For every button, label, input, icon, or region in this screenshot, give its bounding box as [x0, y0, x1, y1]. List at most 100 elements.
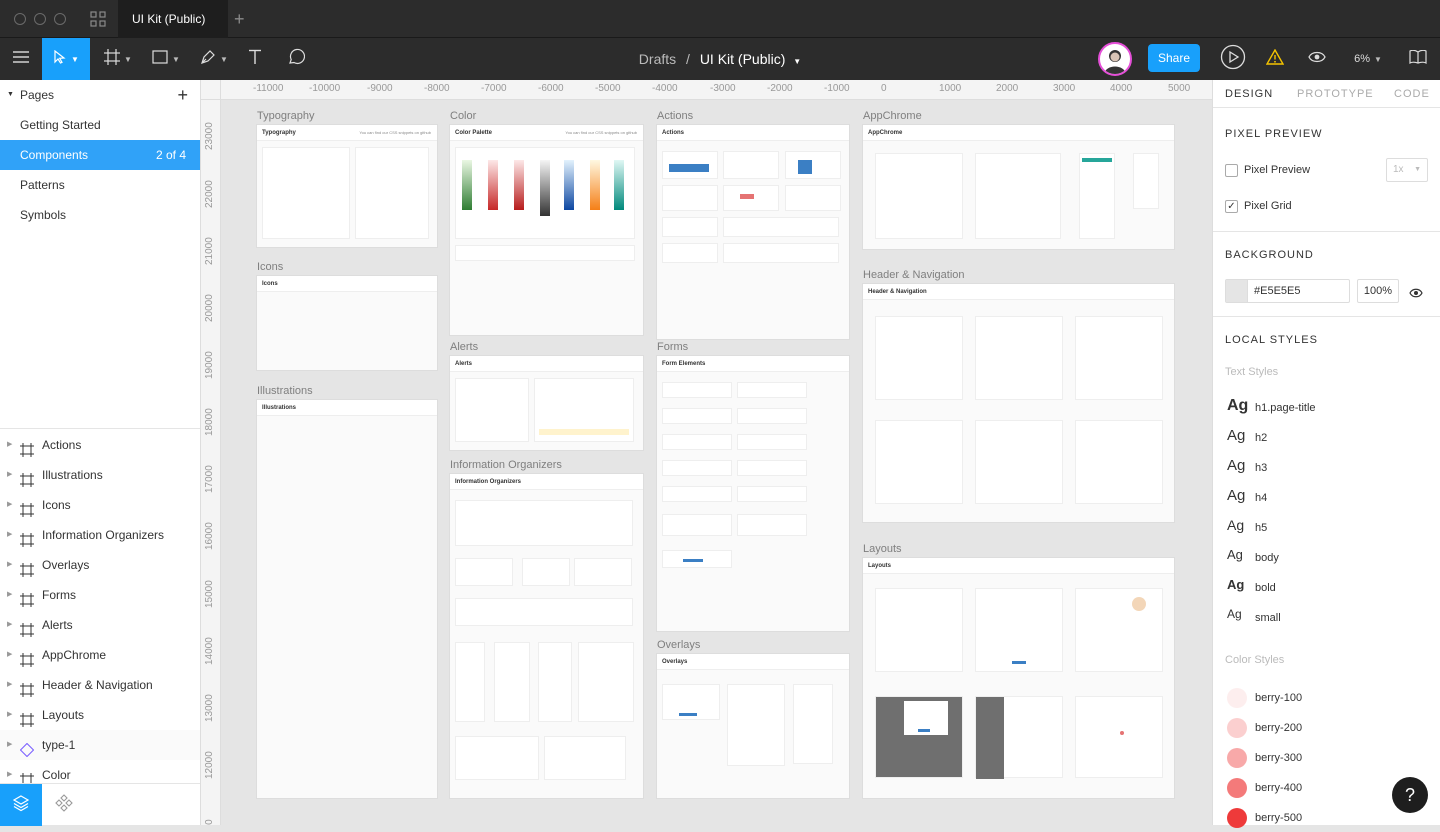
frame-label-information-organizers[interactable]: Information Organizers [450, 459, 562, 471]
layer-forms[interactable]: ▶ Forms [0, 580, 200, 610]
frame-label-alerts[interactable]: Alerts [450, 341, 479, 353]
expand-caret-icon[interactable]: ▶ [7, 741, 13, 748]
frame-color[interactable]: Color Palette You can find our CSS snipp… [450, 125, 643, 335]
expand-caret-icon[interactable]: ▶ [7, 531, 13, 538]
close-window-button[interactable] [14, 13, 26, 25]
main-menu-button[interactable] [0, 38, 42, 80]
text-tool-button[interactable] [240, 38, 270, 80]
file-name[interactable]: UI Kit (Public) [699, 51, 786, 67]
expand-caret-icon[interactable]: ▶ [7, 711, 13, 718]
pen-tool-button[interactable]: ▼ [192, 38, 236, 80]
tab-prototype[interactable]: PROTOTYPE [1297, 88, 1374, 100]
library-button[interactable] [1402, 38, 1434, 80]
layer-icons[interactable]: ▶ Icons [0, 490, 200, 520]
text-style-item[interactable]: Ag h2 [1225, 424, 1425, 454]
frame-label-illustrations[interactable]: Illustrations [257, 385, 313, 397]
layer-alerts[interactable]: ▶ Alerts [0, 610, 200, 640]
frame-label-overlays[interactable]: Overlays [657, 639, 701, 651]
help-button[interactable]: ? [1392, 777, 1428, 813]
expand-caret-icon[interactable]: ▶ [7, 471, 13, 478]
expand-caret-icon[interactable]: ▶ [7, 591, 13, 598]
chevron-down-icon[interactable]: ▼ [793, 57, 802, 66]
comment-tool-button[interactable] [280, 38, 312, 80]
pixel-preview-checkbox[interactable] [1225, 164, 1238, 177]
text-style-item[interactable]: Ag h4 [1225, 484, 1425, 514]
frame-label-appchrome[interactable]: AppChrome [863, 110, 922, 122]
layers-tab-button[interactable] [0, 784, 42, 826]
assets-tab-button[interactable] [48, 784, 80, 826]
frame-tool-button[interactable]: ▼ [96, 38, 140, 80]
expand-caret-icon[interactable]: ▶ [7, 771, 13, 778]
add-page-button[interactable]: + [177, 85, 188, 105]
share-button[interactable]: Share [1148, 44, 1200, 72]
grid-icon[interactable] [90, 11, 106, 27]
zoom-dropdown[interactable]: 6% ▼ [1346, 38, 1390, 80]
frame-label-icons[interactable]: Icons [257, 261, 284, 273]
color-style-item[interactable]: berry-500 [1225, 802, 1425, 832]
layer-appchrome[interactable]: ▶ AppChrome [0, 640, 200, 670]
minimize-window-button[interactable] [34, 13, 46, 25]
frame-header-navigation[interactable]: Header & Navigation [863, 284, 1174, 522]
frame-typography[interactable]: Typography You can find our CSS snippets… [257, 125, 437, 247]
move-tool-button[interactable]: ▼ [42, 38, 90, 80]
text-style-item[interactable]: Ag small [1225, 604, 1425, 634]
frame-actions[interactable]: Actions [657, 125, 849, 339]
frame-illustrations[interactable]: Illustrations [257, 400, 437, 798]
breadcrumb-drafts[interactable]: Drafts [638, 51, 677, 67]
page-item-symbols[interactable]: Symbols [0, 200, 200, 230]
text-style-item[interactable]: Ag h3 [1225, 454, 1425, 484]
warning-button[interactable] [1262, 38, 1288, 80]
layer-type-1[interactable]: ▶ type-1 [0, 730, 200, 760]
layer-information-organizers[interactable]: ▶ Information Organizers [0, 520, 200, 550]
expand-caret-icon[interactable]: ▶ [7, 441, 13, 448]
pages-header[interactable]: ▼ Pages + [0, 80, 200, 110]
expand-caret-icon[interactable]: ▶ [7, 501, 13, 508]
frame-information-organizers[interactable]: Information Organizers [450, 474, 643, 798]
avatar[interactable] [1098, 42, 1132, 76]
background-color-field[interactable]: #E5E5E5 [1225, 279, 1350, 303]
tab-design[interactable]: DESIGN [1225, 88, 1274, 100]
page-item-getting-started[interactable]: Getting Started [0, 110, 200, 140]
layer-illustrations[interactable]: ▶ Illustrations [0, 460, 200, 490]
file-tab[interactable]: UI Kit (Public) [118, 0, 228, 38]
page-item-components[interactable]: Components 2 of 4 [0, 140, 200, 170]
color-style-item[interactable]: berry-200 [1225, 712, 1425, 742]
canvas[interactable]: Typography Typography You can find our C… [221, 100, 1212, 825]
text-style-item[interactable]: Ag h1.page-title [1225, 394, 1425, 424]
layer-header-navigation[interactable]: ▶ Header & Navigation [0, 670, 200, 700]
frame-label-color[interactable]: Color [450, 110, 477, 122]
frame-appchrome[interactable]: AppChrome [863, 125, 1174, 249]
frame-label-header-navigation[interactable]: Header & Navigation [863, 269, 965, 281]
text-style-item[interactable]: Ag bold [1225, 574, 1425, 604]
frame-alerts[interactable]: Alerts [450, 356, 643, 450]
frame-overlays[interactable]: Overlays [657, 654, 849, 798]
pixel-preview-scale-select[interactable]: 1x ▼ [1386, 158, 1428, 182]
frame-layouts[interactable]: Layouts [863, 558, 1174, 798]
page-item-patterns[interactable]: Patterns [0, 170, 200, 200]
expand-caret-icon[interactable]: ▶ [7, 681, 13, 688]
view-settings-button[interactable] [1302, 38, 1332, 80]
new-tab-button[interactable]: + [234, 9, 245, 29]
background-swatch[interactable] [1226, 280, 1248, 302]
text-style-item[interactable]: Ag h5 [1225, 514, 1425, 544]
eye-icon[interactable] [1409, 285, 1423, 303]
expand-caret-icon[interactable]: ▶ [7, 651, 13, 658]
pixel-grid-checkbox[interactable]: ✓ [1225, 200, 1238, 213]
layer-layouts[interactable]: ▶ Layouts [0, 700, 200, 730]
color-style-item[interactable]: berry-300 [1225, 742, 1425, 772]
frame-label-forms[interactable]: Forms [657, 341, 689, 353]
text-style-item[interactable]: Ag body [1225, 544, 1425, 574]
color-style-item[interactable]: berry-100 [1225, 682, 1425, 712]
frame-label-layouts[interactable]: Layouts [863, 543, 902, 555]
frame-icons[interactable]: Icons [257, 276, 437, 370]
expand-caret-icon[interactable]: ▶ [7, 561, 13, 568]
layer-actions[interactable]: ▶ Actions [0, 430, 200, 460]
tab-code[interactable]: CODE [1394, 88, 1430, 100]
present-button[interactable] [1216, 38, 1250, 80]
zoom-window-button[interactable] [54, 13, 66, 25]
color-style-item[interactable]: berry-400 [1225, 772, 1425, 802]
background-opacity-field[interactable]: 100% [1357, 279, 1399, 303]
frame-label-actions[interactable]: Actions [657, 110, 694, 122]
layer-overlays[interactable]: ▶ Overlays [0, 550, 200, 580]
frame-forms[interactable]: Form Elements [657, 356, 849, 631]
